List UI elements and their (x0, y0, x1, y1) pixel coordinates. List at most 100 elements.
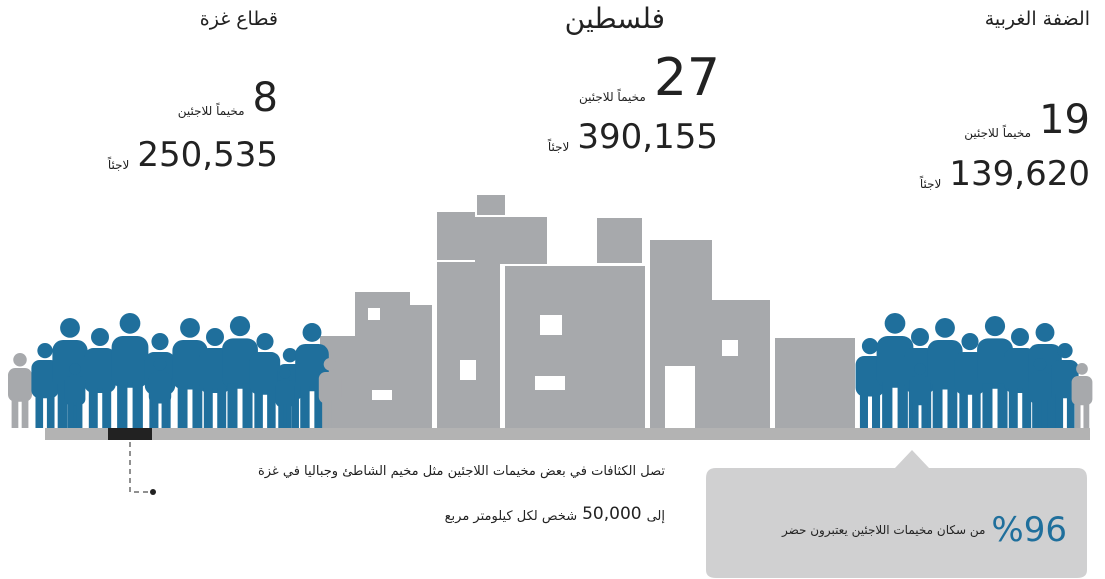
person-part (1055, 394, 1063, 428)
person-part (324, 358, 337, 371)
density-text: إلى (647, 509, 665, 524)
person-part (162, 400, 168, 428)
refugees-row: 139,620 لاجئاً (920, 157, 1090, 191)
person-part (322, 400, 328, 428)
camps-row: 27 مخيماً للاجئين (579, 52, 720, 104)
person-part (860, 392, 868, 428)
person-part (22, 398, 29, 428)
person-part (913, 402, 919, 428)
camps-row: 8 مخيماً للاجئين (178, 78, 278, 118)
person-part (283, 348, 297, 362)
person-part (872, 392, 880, 428)
ground (45, 428, 1090, 440)
urban-text: من سكان مخيمات اللاجئين يعتبرون حضر (782, 523, 985, 537)
buildings (320, 195, 855, 430)
person-part (112, 336, 149, 388)
person-part (319, 372, 341, 404)
person-part (972, 390, 981, 428)
leader-line (130, 442, 150, 492)
region-name: فلسطين (565, 2, 665, 35)
urban-percent: %96 (991, 510, 1067, 550)
camps-count: 19 (1039, 100, 1090, 140)
refugees-label: لاجئاً (548, 140, 570, 154)
region-name: قطاع غزة (200, 8, 278, 30)
person-part (69, 363, 81, 375)
density-marker (108, 428, 152, 440)
person-part (885, 313, 906, 334)
person-part (91, 328, 109, 346)
camps-label: مخيماً للاجئين (579, 90, 646, 104)
person-part (1034, 358, 1047, 371)
person-part (933, 384, 943, 428)
person-part (882, 382, 892, 428)
person-part (152, 400, 158, 428)
person-part (935, 318, 955, 338)
person-part (180, 318, 200, 338)
person-part (206, 328, 224, 346)
person-part (117, 382, 127, 428)
person-part (1009, 388, 1018, 428)
person-part (1036, 323, 1055, 342)
person-part (1076, 363, 1088, 375)
person-part (275, 380, 294, 407)
density-text: شخص لكل كيلومتر مربع (445, 509, 577, 524)
person-part (914, 363, 926, 375)
person-part (204, 388, 213, 428)
person-part (1042, 400, 1048, 428)
person-part (13, 353, 27, 367)
person-part (286, 404, 291, 428)
person-part (921, 402, 927, 428)
person-part (102, 388, 111, 428)
person-part (230, 316, 250, 336)
person-part (8, 368, 32, 402)
person-part (256, 333, 273, 350)
density-number: 50,000 (582, 504, 641, 524)
person-part (1057, 343, 1072, 358)
person-part (47, 394, 55, 428)
person-part (65, 376, 86, 405)
person-part (68, 402, 74, 428)
person-part (154, 358, 167, 371)
person-part (278, 404, 283, 428)
person-part (300, 386, 309, 428)
person-part (1072, 376, 1093, 405)
density-note-line1: تصل الكثافات في بعض مخيمات اللاجئين مثل … (258, 464, 665, 479)
person-part (151, 333, 168, 350)
person-part (12, 398, 19, 428)
camps-label: مخيماً للاجئين (964, 126, 1031, 140)
person-part (35, 394, 43, 428)
person-part (217, 388, 226, 428)
person-part (227, 383, 237, 428)
person-part (120, 313, 141, 334)
refugees-row: 250,535 لاجئاً (108, 138, 278, 172)
person-part (947, 384, 957, 428)
refugees-label: لاجئاً (108, 158, 130, 172)
person-part (37, 343, 52, 358)
density-note-line2: إلى 50,000 شخص لكل كيلومتر مربع (445, 504, 665, 524)
person-part (959, 390, 968, 428)
camps-count: 27 (654, 52, 720, 104)
person-part (985, 316, 1005, 336)
camps-row: 19 مخيماً للاجئين (964, 100, 1090, 140)
camps-count: 8 (253, 78, 278, 118)
person-part (1029, 372, 1051, 404)
person-part (1032, 400, 1038, 428)
person-part (332, 400, 338, 428)
person-part (267, 390, 276, 428)
person-part (1083, 402, 1089, 428)
person-part (982, 383, 992, 428)
person-part (1075, 402, 1081, 428)
refugees-row: 390,155 لاجئاً (548, 120, 718, 154)
page: قطاع غزة 8 مخيماً للاجئين 250,535 لاجئاً… (0, 0, 1105, 579)
illustration (0, 0, 1105, 579)
person-part (862, 338, 878, 354)
person-part (89, 388, 98, 428)
refugees-label: لاجئاً (920, 177, 942, 191)
person-part (303, 323, 322, 342)
refugees-count: 390,155 (577, 120, 718, 154)
camps-label: مخيماً للاجئين (178, 104, 245, 118)
urban-callout: %96 من سكان مخيمات اللاجئين يعتبرون حضر (782, 510, 1067, 550)
person-part (911, 328, 929, 346)
person-part (149, 372, 171, 404)
person-part (280, 368, 291, 379)
